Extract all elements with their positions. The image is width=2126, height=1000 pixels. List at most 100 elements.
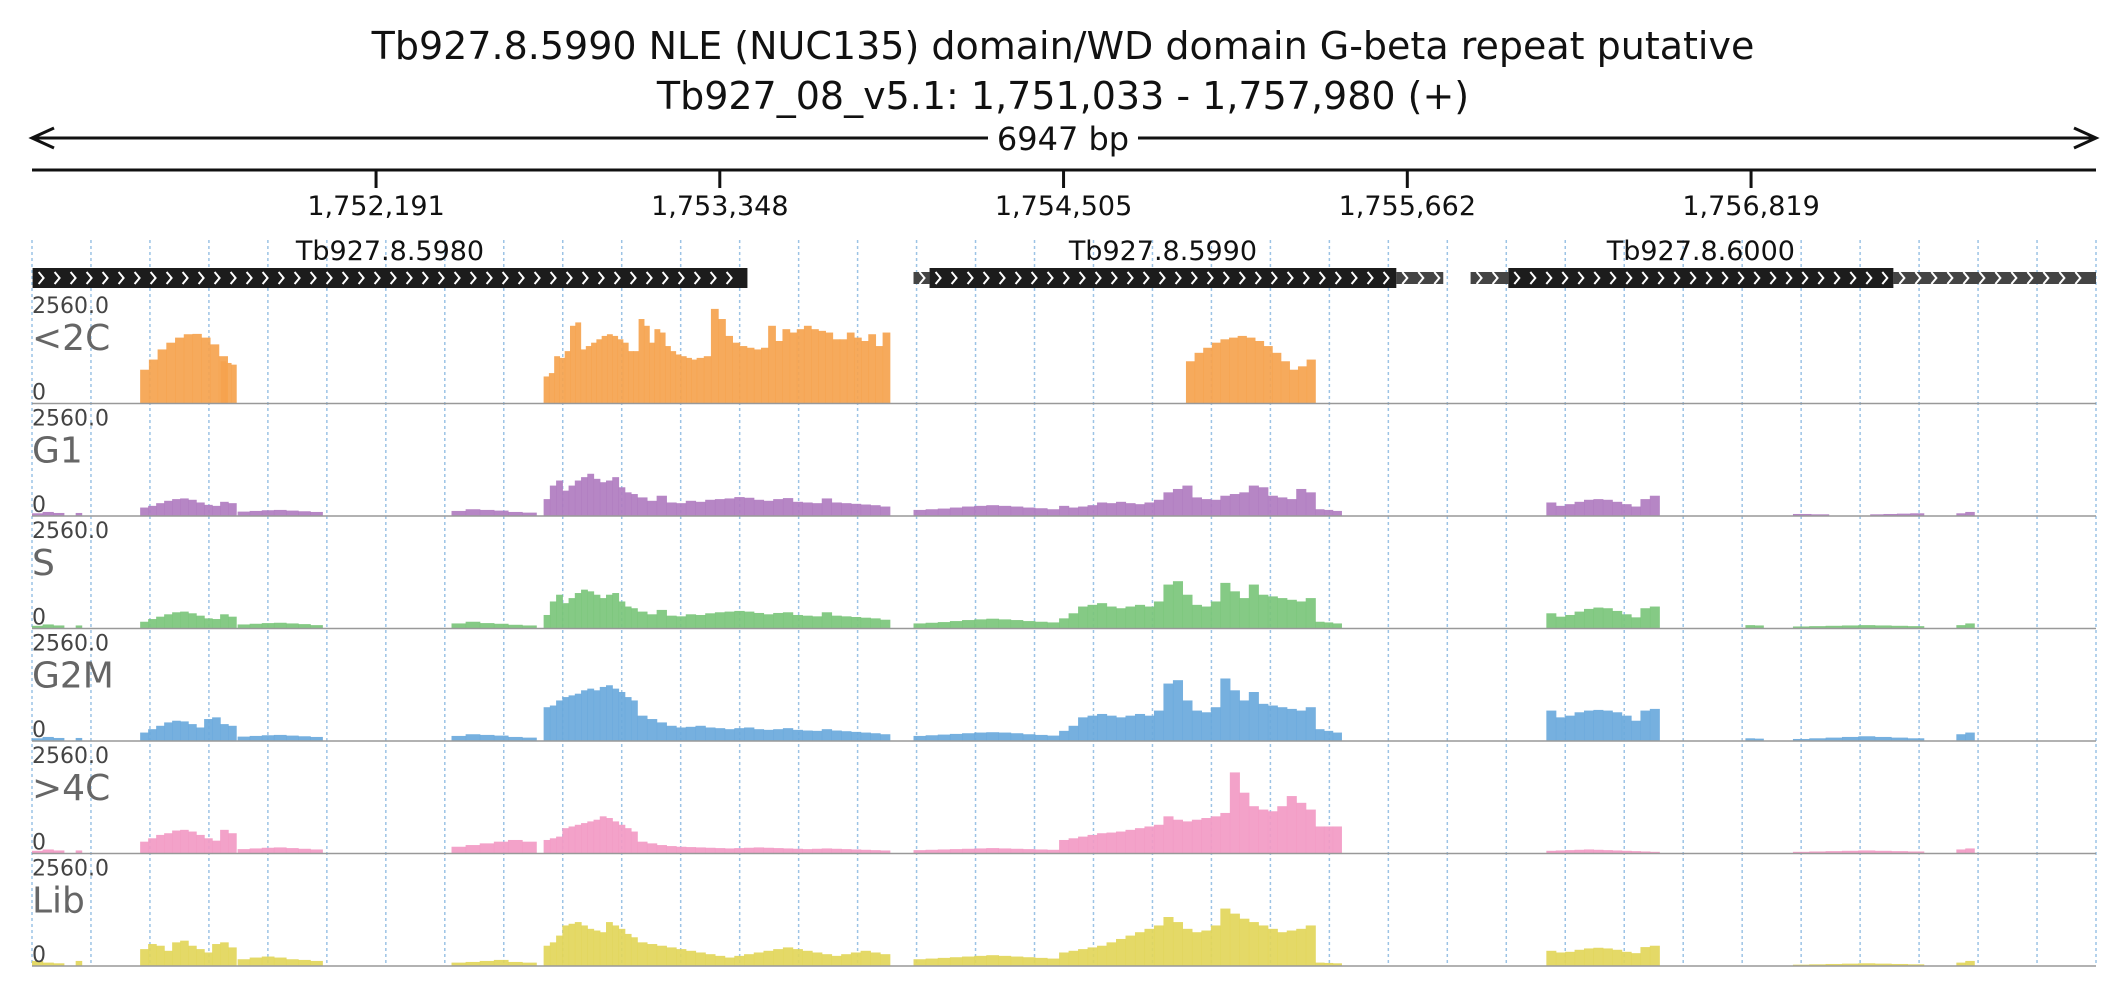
coverage-bar (1125, 715, 1136, 741)
coverage-bar (140, 732, 149, 741)
coverage-bar (568, 826, 576, 854)
coverage-bar (1229, 591, 1240, 629)
coverage-bar (624, 697, 632, 741)
coverage-bar (1640, 947, 1651, 966)
strand-chevron-icon (1994, 271, 2002, 285)
strand-chevron-icon (1545, 271, 1553, 285)
coverage-bar (599, 932, 607, 966)
coverage-bar (1097, 713, 1108, 741)
track-ymax-label: 2560.0 (32, 519, 109, 544)
coverage-bar (792, 729, 803, 741)
track-ymin-label: 0 (32, 606, 46, 631)
coverage-bar (1286, 796, 1297, 854)
coverage-bar (42, 962, 54, 966)
coverage-bar (180, 498, 189, 516)
coverage-bar (821, 954, 833, 966)
coverage-bar (624, 828, 632, 854)
coverage-bar (913, 850, 927, 854)
coverage-bar (1565, 850, 1576, 854)
coverage-bar (1602, 499, 1613, 516)
coverage-bar (1248, 485, 1259, 516)
coverage-bar (581, 823, 588, 854)
coverage-bar (1315, 509, 1325, 516)
coverage-bar (188, 724, 197, 741)
coverage-bar (1125, 935, 1136, 966)
coverage-bar (1956, 849, 1966, 854)
coverage-bar (812, 952, 823, 966)
gene-name-label: Tb927.8.5990 (1068, 236, 1257, 267)
coverage-bar (53, 963, 65, 966)
coverage-bar (618, 824, 626, 854)
coverage-bar (1841, 736, 1859, 741)
coverage-bar (228, 725, 237, 741)
coverage-bar (732, 342, 741, 404)
axis-tick-label: 1,756,819 (1682, 191, 1819, 222)
coverage-bar (850, 503, 862, 516)
coverage-bar (1106, 715, 1117, 741)
strand-chevron-icon (1689, 271, 1697, 285)
coverage-bar (585, 346, 592, 404)
coverage-bar (1792, 851, 1810, 854)
coverage-bar (164, 500, 173, 516)
coverage-bar (1068, 950, 1079, 966)
coverage-bar (612, 688, 620, 741)
strand-chevron-icon (1270, 271, 1278, 285)
coverage-bar (1631, 720, 1642, 741)
coverage-bar (1593, 947, 1604, 966)
coverage-bar (188, 613, 197, 629)
coverage-bar (831, 848, 842, 854)
coverage-bar (666, 615, 677, 629)
coverage-bar (841, 849, 852, 854)
coverage-bar (1546, 850, 1557, 854)
coverage-bar (1258, 487, 1269, 516)
coverage-bar (1059, 505, 1070, 516)
coverage-bar (974, 732, 987, 741)
coverage-bar (1258, 594, 1269, 629)
coverage-bar (273, 734, 287, 741)
coverage-bar (1087, 715, 1098, 741)
coverage-bar (156, 725, 165, 741)
strand-chevron-icon (1014, 271, 1022, 285)
coverage-bar (569, 325, 576, 404)
coverage-bar (1277, 707, 1288, 741)
span-indicator: 6947 bp (28, 118, 2100, 158)
strand-chevron-icon (405, 271, 413, 285)
coverage-bar (1087, 834, 1098, 854)
coverage-bar (656, 722, 667, 741)
coverage-bar (1910, 513, 1925, 516)
coverage-bar (164, 950, 173, 966)
coverage-bar (617, 339, 624, 404)
coverage-bar (1229, 494, 1240, 516)
coverage-bar (612, 593, 620, 629)
coverage-bar (949, 849, 963, 854)
coverage-bar (802, 950, 813, 966)
coverage-bar (522, 962, 537, 966)
strand-chevron-icon (1833, 271, 1841, 285)
coverage-bar (204, 618, 213, 629)
coverage-bar (792, 949, 803, 966)
coverage-bar (753, 952, 765, 966)
coverage-bar (1565, 504, 1576, 516)
coverage-bar (261, 847, 275, 854)
strand-chevron-icon (325, 271, 333, 285)
coverage-bar (507, 839, 523, 854)
coverage-bar (718, 319, 726, 404)
coverage-bar (782, 498, 794, 516)
coverage-bar (42, 624, 54, 629)
coverage-bar (32, 738, 44, 741)
track-name-label: Lib (32, 881, 85, 922)
coverage-bar (880, 954, 891, 966)
coverage-bar (986, 618, 1000, 629)
coverage-bar (140, 507, 149, 516)
coverage-bar (1745, 738, 1755, 741)
coverage-bar (1163, 816, 1174, 854)
coverage-track: 2560.0 0 <2C (32, 294, 2096, 406)
coverage-bar (818, 330, 826, 404)
coverage-bar (1874, 850, 1892, 854)
strand-chevron-icon (549, 271, 557, 285)
coverage-bar (685, 847, 697, 854)
coverage-bar (1210, 816, 1221, 854)
coverage-bar (42, 736, 54, 741)
coverage-bar (913, 623, 927, 629)
strand-chevron-icon (1817, 271, 1825, 285)
